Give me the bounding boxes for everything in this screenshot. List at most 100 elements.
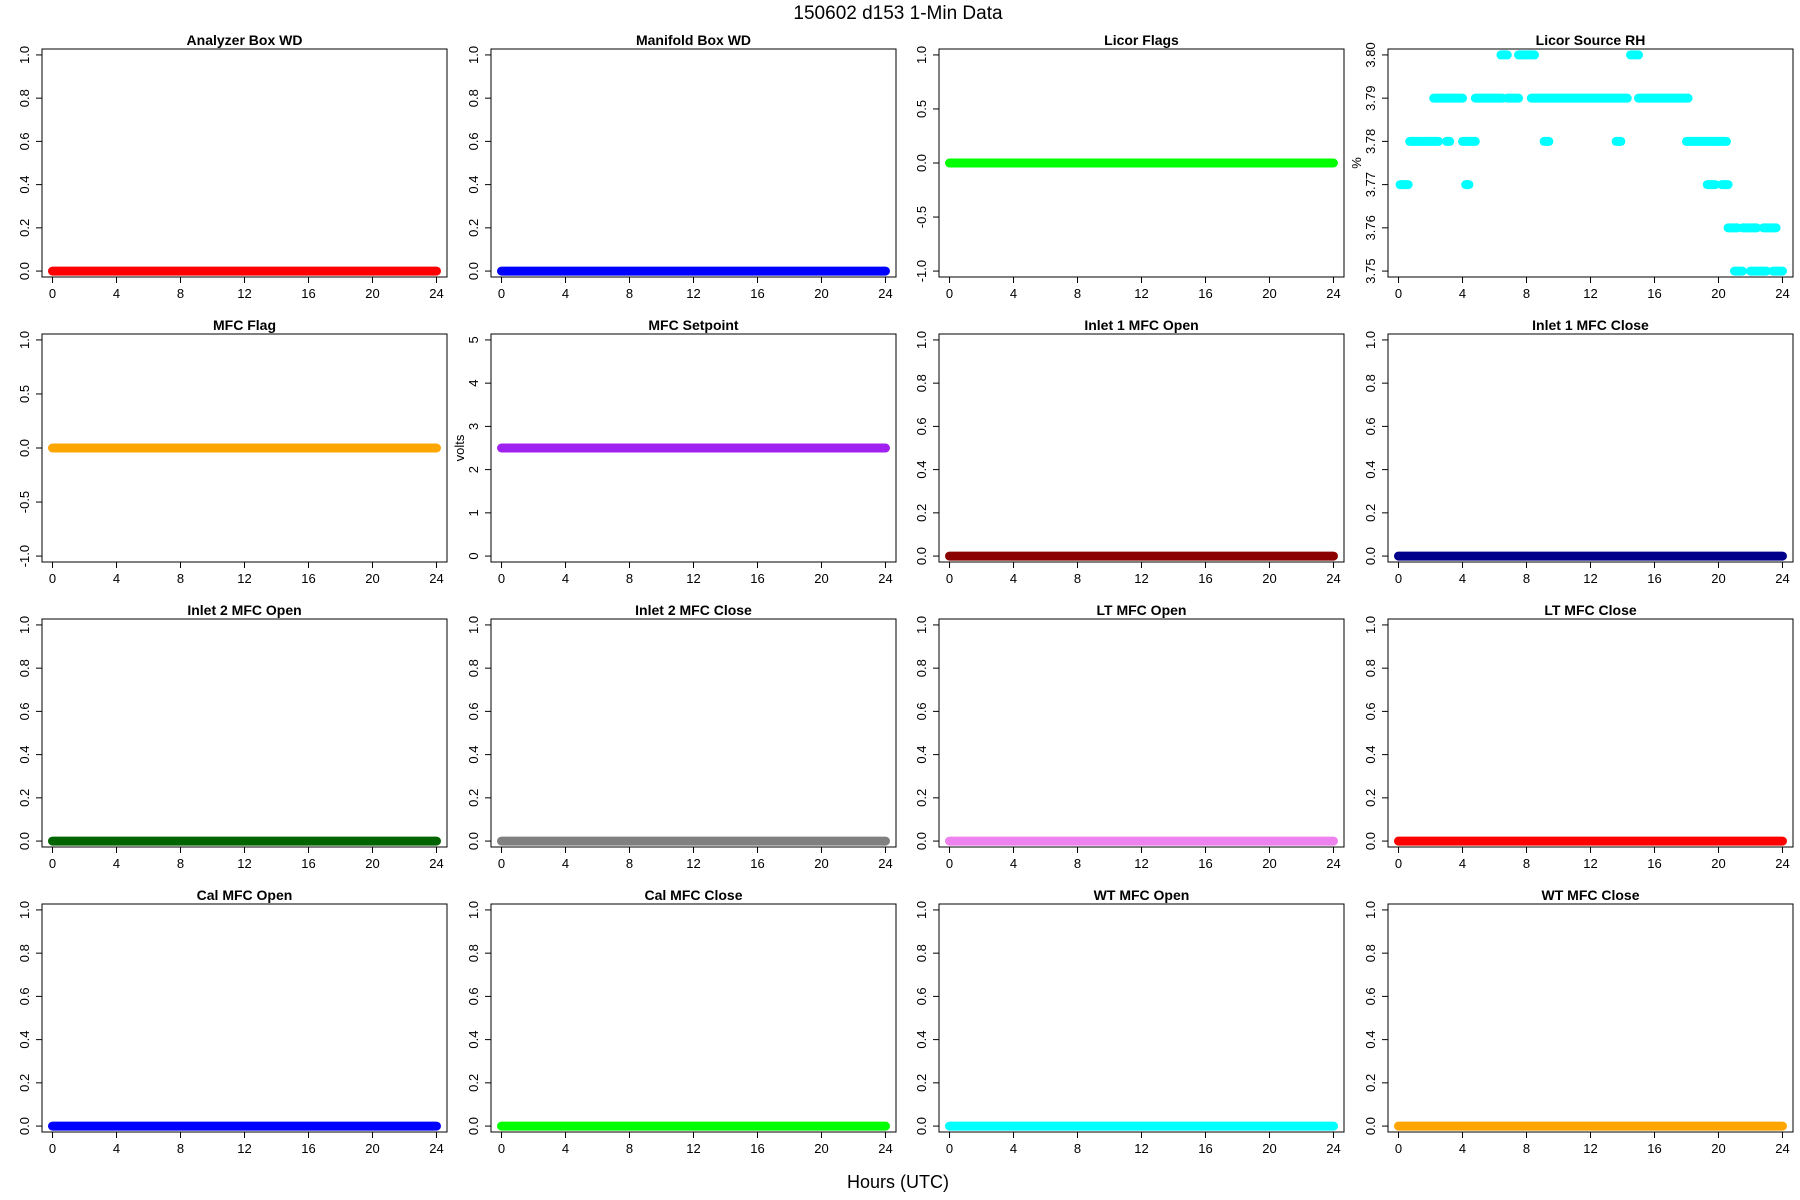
x-tick-label: 20	[1711, 856, 1725, 871]
y-tick-label: 0.4	[914, 461, 929, 479]
x-tick-label: 0	[946, 571, 953, 586]
y-tick-label: 0.6	[17, 132, 32, 150]
y-tick-label: 1.0	[1363, 901, 1378, 919]
panel-title: WT MFC Open	[1094, 887, 1190, 903]
x-tick-label: 4	[1010, 286, 1017, 301]
x-tick-label: 16	[750, 571, 764, 586]
x-tick-label: 0	[498, 571, 505, 586]
y-tick-label: 0.2	[914, 789, 929, 807]
x-tick-label: 20	[1711, 571, 1725, 586]
x-tick-label: 20	[365, 571, 379, 586]
y-tick-label: 0.0	[914, 154, 929, 172]
y-tick-label: 0.0	[17, 1117, 32, 1135]
y-tick-label: 0.4	[1363, 746, 1378, 764]
y-tick-label: 0.2	[914, 504, 929, 522]
x-tick-label: 20	[814, 856, 828, 871]
y-tick-label: 3.79	[1363, 86, 1378, 111]
x-tick-label: 4	[1459, 571, 1466, 586]
y-tick-label: 1.0	[17, 46, 32, 64]
y-tick-label: 0.4	[17, 176, 32, 194]
x-tick-label: 8	[1523, 571, 1530, 586]
plot-frame	[41, 618, 448, 848]
x-tick-label: 8	[177, 1141, 184, 1156]
panels-grid: Analyzer Box WD0 4 8 12 16 20 240.00.20.40.60.…	[17, 32, 1794, 1156]
x-axis-label: Hours (UTC)	[847, 1172, 949, 1192]
y-tick-label: 0.8	[17, 659, 32, 677]
x-tick-label: 24	[878, 571, 892, 586]
y-tick-label: 0.4	[466, 1031, 481, 1049]
panel-title: Manifold Box WD	[636, 32, 751, 48]
x-tick-label: 8	[626, 1141, 633, 1156]
y-tick-label: 0.2	[1363, 789, 1378, 807]
y-tick-label: 0.2	[1363, 1074, 1378, 1092]
x-tick-label: 4	[562, 1141, 569, 1156]
x-tick-label: 8	[1523, 1141, 1530, 1156]
y-tick-label: 0.4	[17, 1031, 32, 1049]
y-tick-label: 0.2	[466, 1074, 481, 1092]
x-tick-label: 12	[1583, 571, 1597, 586]
x-tick-label: 24	[1775, 856, 1789, 871]
y-tick-label: 0.0	[1363, 547, 1378, 565]
x-tick-label: 12	[1583, 1141, 1597, 1156]
x-tick-label: 8	[1523, 286, 1530, 301]
y-tick-label: 3.76	[1363, 215, 1378, 240]
x-tick-label: 4	[562, 571, 569, 586]
y-tick-label: 0.8	[914, 374, 929, 392]
plot-frame	[490, 903, 897, 1133]
x-tick-label: 12	[686, 571, 700, 586]
x-tick-label: 4	[1459, 1141, 1466, 1156]
y-tick-label: 1.0	[914, 901, 929, 919]
y-tick-label: 0.8	[1363, 944, 1378, 962]
y-tick-label: 0.6	[1363, 987, 1378, 1005]
y-tick-label: 0.2	[17, 789, 32, 807]
panel-title: Cal MFC Close	[644, 887, 742, 903]
y-tick-label: -1.0	[17, 545, 32, 567]
plot-frame	[1387, 48, 1794, 278]
panel-title: Inlet 2 MFC Close	[635, 602, 752, 618]
x-tick-label: 0	[946, 1141, 953, 1156]
plot-frame	[1387, 333, 1794, 563]
x-tick-label: 4	[1459, 286, 1466, 301]
x-tick-label: 20	[365, 1141, 379, 1156]
x-tick-label: 20	[1262, 286, 1276, 301]
plot-frame	[938, 333, 1345, 563]
y-tick-label: 0.6	[914, 417, 929, 435]
main-title: 150602 d153 1-Min Data	[793, 3, 1003, 24]
y-tick-label: 1.0	[466, 901, 481, 919]
x-tick-label: 20	[814, 1141, 828, 1156]
x-tick-label: 12	[1583, 286, 1597, 301]
x-tick-label: 16	[301, 571, 315, 586]
y-tick-label: 0.6	[17, 987, 32, 1005]
x-tick-label: 0	[49, 1141, 56, 1156]
y-tick-label: 0.0	[914, 832, 929, 850]
chart-panel: Manifold Box WD 0 4 8 12 16 20 24 0.0 0.2 0.4 0.6 0.…	[466, 32, 897, 301]
chart-panel: Inlet 1 MFC Close 0 4 8 12 16 20 24 0.0 0.2 0.4 0.6…	[1363, 317, 1794, 586]
x-tick-label: 24	[429, 286, 443, 301]
y-tick-label: 1.0	[17, 331, 32, 349]
y-tick-label: 0.2	[17, 219, 32, 237]
y-tick-label: 0.6	[1363, 417, 1378, 435]
x-tick-label: 24	[1326, 286, 1340, 301]
x-tick-label: 4	[1010, 1141, 1017, 1156]
x-tick-label: 16	[750, 856, 764, 871]
x-tick-label: 20	[814, 571, 828, 586]
chart-panel: Inlet 2 MFC Open 0 4 8 12 16 20 24 0.0 0.2 0.4 0.6 0…	[17, 602, 448, 871]
y-axis-label: volts	[452, 434, 467, 461]
chart-panel: MFC Flag 0 4 8 12 16 20 24 -1.0 -0.5 0.0 0.5 1.0	[17, 317, 448, 586]
x-tick-label: 12	[237, 1141, 251, 1156]
x-tick-label: 0	[49, 571, 56, 586]
y-tick-label: 0.8	[466, 944, 481, 962]
panel-title: MFC Flag	[213, 317, 276, 333]
y-tick-label: 3	[466, 423, 481, 430]
y-tick-label: 0.6	[1363, 702, 1378, 720]
plot-frame	[938, 618, 1345, 848]
chart-panel: Cal MFC Close 0 4 8 12 16 20 24 0.0 0.2 0.4 0.6 0.8 1…	[466, 887, 897, 1156]
x-tick-label: 16	[1647, 286, 1661, 301]
y-tick-label: 1.0	[1363, 616, 1378, 634]
y-tick-label: 0.0	[1363, 832, 1378, 850]
y-tick-label: -0.5	[17, 491, 32, 513]
chart-panel: Inlet 1 MFC Open 0 4 8 12 16 20 24 0.0 0.2 0.4 0.6 0…	[914, 317, 1345, 586]
x-tick-label: 20	[1262, 856, 1276, 871]
y-tick-label: 1.0	[17, 616, 32, 634]
y-axis-label: %	[1349, 157, 1364, 169]
